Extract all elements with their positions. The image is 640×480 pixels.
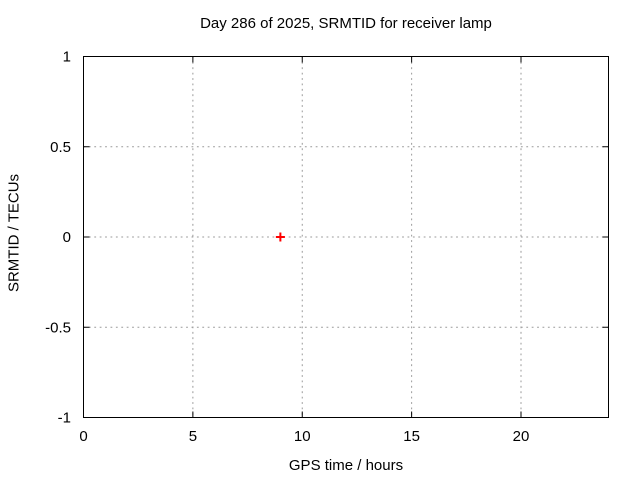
x-tick-label: 20 — [513, 428, 530, 445]
x-tick-label: 10 — [294, 428, 311, 445]
chart-title: Day 286 of 2025, SRMTID for receiver lam… — [200, 15, 492, 32]
y-axis-label: SRMTID / TECUs — [5, 173, 23, 293]
y-tick-label: 0 — [63, 229, 71, 246]
y-tick-label: 0.5 — [50, 139, 71, 156]
x-tick-label: 15 — [403, 428, 420, 445]
y-tick-label: -1 — [58, 410, 71, 427]
y-tick-label: 1 — [63, 49, 71, 66]
x-axis-label: GPS time / hours — [288, 457, 404, 474]
y-tick-label: -0.5 — [45, 319, 71, 336]
x-tick-label: 0 — [79, 428, 87, 445]
x-tick-label: 5 — [189, 428, 197, 445]
plot-border — [83, 56, 609, 418]
